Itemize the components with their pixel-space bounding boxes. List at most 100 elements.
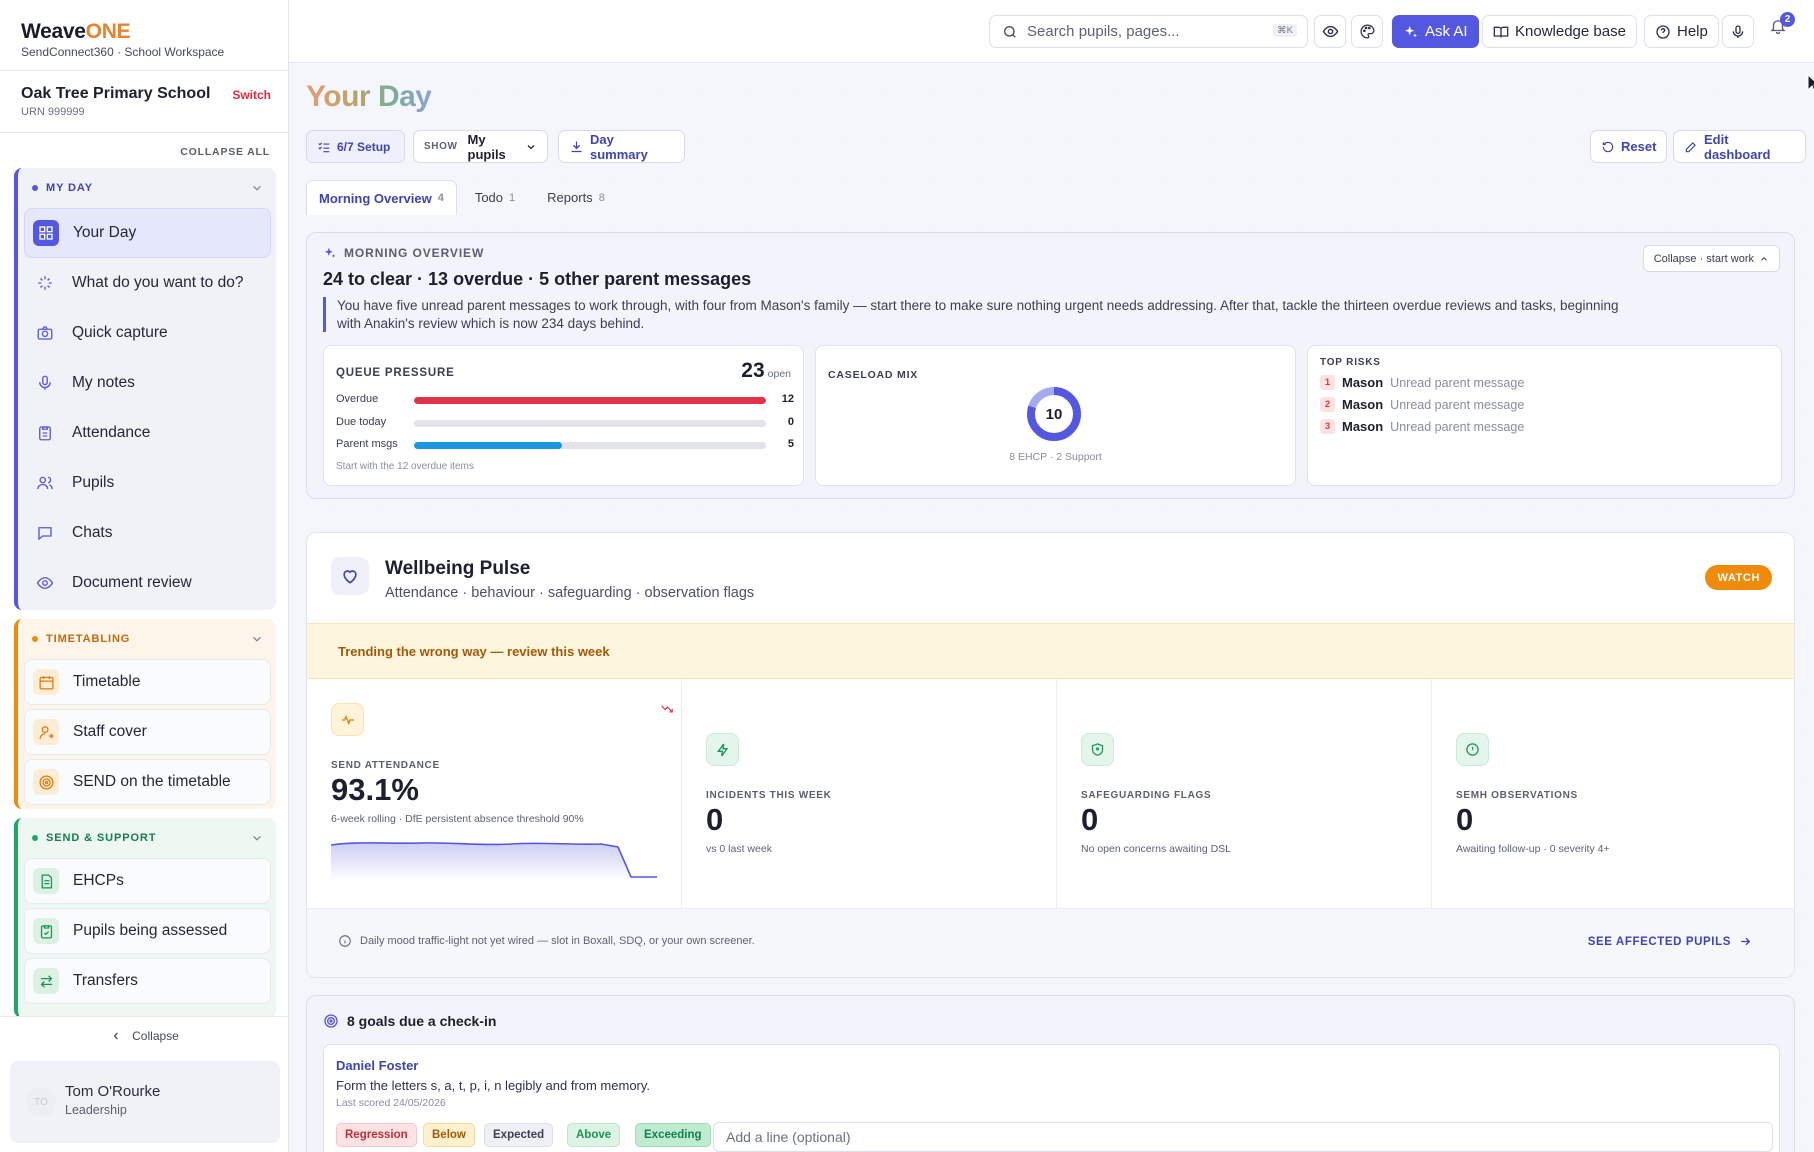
- risk-item[interactable]: 3 Mason Unread parent message: [1320, 419, 1524, 434]
- notifications-button[interactable]: 2: [1769, 12, 1795, 35]
- user-name: Tom O'Rourke: [65, 1083, 161, 1100]
- sidebar-item-my-notes[interactable]: My notes: [24, 358, 271, 408]
- clipboard-check-icon: [33, 918, 59, 944]
- trend-banner: Trending the wrong way — review this wee…: [307, 623, 1794, 679]
- knowledge-base-label: Knowledge base: [1515, 23, 1626, 40]
- theme-button[interactable]: [1351, 15, 1383, 48]
- day-summary-button[interactable]: Day summary: [558, 130, 685, 163]
- chevron-down-icon: [250, 632, 264, 646]
- users-icon: [32, 470, 58, 496]
- tab-reports[interactable]: Reports 8: [535, 180, 617, 215]
- nav-group-header[interactable]: MY DAY: [18, 168, 276, 208]
- edit-dashboard-button[interactable]: Edit dashboard: [1673, 130, 1806, 163]
- rating-exceeding-button[interactable]: Exceeding: [635, 1123, 711, 1147]
- progress-track: [414, 397, 766, 404]
- sparkles-icon: [323, 246, 337, 260]
- collapse-all-button[interactable]: COLLAPSE ALL: [180, 146, 270, 158]
- sidebar-item-attendance[interactable]: Attendance: [24, 408, 271, 458]
- user-role: Leadership: [65, 1103, 127, 1117]
- queue-row-due-today[interactable]: Due today 0: [336, 416, 794, 430]
- risk-item[interactable]: 2 Mason Unread parent message: [1320, 397, 1524, 412]
- search-input[interactable]: Search pupils, pages... ⌘K: [989, 15, 1308, 48]
- divider: [0, 132, 288, 133]
- show-filter-select[interactable]: SHOW My pupils: [413, 130, 548, 163]
- overview-headline: 24 to clear · 13 overdue · 5 other paren…: [323, 269, 752, 289]
- show-value: My pupils: [467, 131, 506, 162]
- reset-button[interactable]: Reset: [1590, 130, 1667, 163]
- sidebar-item-label: Staff cover: [73, 723, 147, 740]
- caseload-donut[interactable]: 10: [1026, 386, 1082, 442]
- sidebar-item-staff-cover[interactable]: Staff cover: [24, 709, 271, 755]
- stat-note: 6-week rolling · DfE persistent absence …: [331, 813, 584, 825]
- sidebar-item-chats[interactable]: Chats: [24, 508, 271, 558]
- sidebar-item-label: Your Day: [73, 224, 137, 241]
- arrow-right-icon: [1739, 935, 1752, 948]
- help-button[interactable]: Help: [1644, 15, 1719, 48]
- queue-pressure-card: QUEUE PRESSURE 23 open Overdue 12 Due tod…: [323, 345, 804, 486]
- stat-value: 0: [706, 802, 724, 837]
- rating-expected-button[interactable]: Expected: [484, 1123, 554, 1147]
- queue-row-parent-msgs[interactable]: Parent msgs 5: [336, 438, 794, 452]
- rating-regression-button[interactable]: Regression: [336, 1123, 417, 1147]
- voice-input-button[interactable]: [1722, 15, 1754, 48]
- user-profile[interactable]: TO Tom O'Rourke Leadership: [10, 1061, 280, 1143]
- stat-incidents[interactable]: INCIDENTS THIS WEEK 0 vs 0 last week: [682, 679, 1057, 908]
- goal-last-scored: Last scored 24/05/2026: [336, 1097, 446, 1109]
- eye-icon: [1322, 23, 1339, 40]
- nav-group-header[interactable]: SEND & SUPPORT: [18, 818, 276, 858]
- stat-safeguarding[interactable]: SAFEGUARDING FLAGS 0 No open concerns aw…: [1057, 679, 1432, 908]
- goal-item: Daniel Foster Form the letters s, a, t, …: [323, 1044, 1780, 1152]
- queue-row-overdue[interactable]: Overdue 12: [336, 393, 794, 407]
- tab-count: 1: [509, 191, 516, 204]
- tab-label: Morning Overview: [319, 190, 432, 206]
- preview-toggle-button[interactable]: [1314, 15, 1346, 48]
- app-subtitle: SendConnect360 · School Workspace: [21, 45, 225, 59]
- rating-below-button[interactable]: Below: [423, 1123, 475, 1147]
- calendar-icon: [33, 669, 59, 695]
- tab-todo[interactable]: Todo 1: [463, 180, 527, 215]
- row-label: Overdue: [336, 393, 379, 405]
- top-risks-title: TOP RISKS: [1320, 357, 1381, 368]
- group-title: TIMETABLING: [46, 633, 131, 645]
- nav-group-header[interactable]: TIMETABLING: [18, 619, 276, 659]
- knowledge-base-button[interactable]: Knowledge base: [1482, 15, 1637, 48]
- sidebar-item-label: Attendance: [72, 424, 151, 441]
- sidebar-item-document-review[interactable]: Document review: [24, 558, 271, 608]
- stat-semh[interactable]: SEMH OBSERVATIONS 0 Awaiting follow-up ·…: [1432, 679, 1794, 908]
- switch-school-button[interactable]: Switch: [232, 88, 271, 102]
- risk-pupil: Mason: [1342, 397, 1384, 412]
- sidebar-item-what-do-you-want[interactable]: What do you want to do?: [24, 258, 271, 308]
- sidebar-item-quick-capture[interactable]: Quick capture: [24, 308, 271, 358]
- sidebar-item-your-day[interactable]: Your Day: [24, 208, 271, 258]
- stat-send-attendance[interactable]: SEND ATTENDANCE 93.1% 6-week rolling · D…: [307, 679, 682, 908]
- stat-note: No open concerns awaiting DSL: [1081, 843, 1232, 855]
- sidebar-item-transfers[interactable]: Transfers: [24, 958, 271, 1004]
- setup-progress-button[interactable]: 6/7 Setup: [306, 130, 405, 163]
- collapse-sidebar-button[interactable]: Collapse: [0, 1029, 288, 1043]
- group-dot: [32, 835, 38, 841]
- app-logo[interactable]: WeaveONE: [21, 20, 131, 43]
- collapse-start-work-button[interactable]: Collapse · start work: [1642, 245, 1780, 272]
- rating-above-button[interactable]: Above: [567, 1123, 621, 1147]
- risk-desc: Unread parent message: [1390, 375, 1525, 390]
- stat-label: INCIDENTS THIS WEEK: [706, 790, 832, 801]
- risk-item[interactable]: 1 Mason Unread parent message: [1320, 375, 1524, 390]
- show-label: SHOW: [424, 141, 458, 152]
- sidebar-item-ehcps[interactable]: EHCPs: [24, 858, 271, 904]
- sidebar-item-label: Timetable: [73, 673, 141, 690]
- sidebar-item-timetable[interactable]: Timetable: [24, 659, 271, 705]
- stat-value: 0: [1456, 802, 1474, 837]
- risk-desc: Unread parent message: [1390, 419, 1525, 434]
- risk-rank: 3: [1320, 419, 1335, 434]
- goal-pupil-link[interactable]: Daniel Foster: [336, 1058, 419, 1073]
- sidebar-item-pupils-being-assessed[interactable]: Pupils being assessed: [24, 908, 271, 954]
- see-affected-pupils-link[interactable]: SEE AFFECTED PUPILS: [1588, 935, 1752, 948]
- goal-note-input[interactable]: Add a line (optional): [713, 1122, 1773, 1152]
- sidebar-item-pupils[interactable]: Pupils: [24, 458, 271, 508]
- stat-label: SEND ATTENDANCE: [331, 760, 440, 771]
- tab-morning-overview[interactable]: Morning Overview 4: [306, 180, 457, 215]
- ask-ai-button[interactable]: Ask AI: [1392, 15, 1479, 48]
- nav-group-timetabling: TIMETABLING Timetable Staff cover SEND o…: [14, 619, 276, 809]
- mood-note-text: Daily mood traffic-light not yet wired —…: [360, 935, 755, 947]
- sidebar-item-send-on-timetable[interactable]: SEND on the timetable: [24, 759, 271, 805]
